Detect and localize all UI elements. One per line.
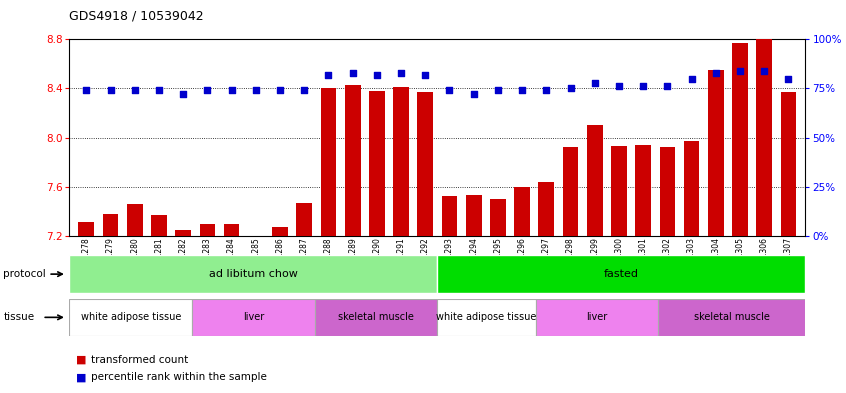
Point bbox=[733, 68, 747, 74]
Point bbox=[757, 68, 771, 74]
Point bbox=[201, 87, 214, 94]
Point bbox=[563, 85, 577, 92]
Bar bbox=[393, 87, 409, 236]
Text: skeletal muscle: skeletal muscle bbox=[338, 312, 414, 322]
Bar bbox=[345, 85, 360, 236]
Bar bbox=[684, 141, 700, 236]
Text: protocol: protocol bbox=[3, 269, 47, 279]
Text: percentile rank within the sample: percentile rank within the sample bbox=[91, 372, 267, 382]
Point bbox=[492, 87, 505, 94]
Point bbox=[249, 87, 262, 94]
Bar bbox=[732, 43, 748, 236]
Point bbox=[152, 87, 166, 94]
Point bbox=[515, 87, 529, 94]
Bar bbox=[563, 147, 579, 236]
Bar bbox=[437, 255, 805, 293]
Bar bbox=[658, 299, 805, 336]
Text: ad libitum chow: ad libitum chow bbox=[209, 269, 298, 279]
Bar bbox=[781, 92, 796, 236]
Point bbox=[128, 87, 141, 94]
Bar bbox=[437, 299, 536, 336]
Point bbox=[442, 87, 456, 94]
Point bbox=[225, 87, 239, 94]
Bar bbox=[102, 214, 118, 236]
Bar bbox=[756, 39, 772, 236]
Text: liver: liver bbox=[243, 312, 264, 322]
Point bbox=[636, 83, 650, 90]
Text: skeletal muscle: skeletal muscle bbox=[694, 312, 770, 322]
Text: fasted: fasted bbox=[604, 269, 639, 279]
Text: GDS4918 / 10539042: GDS4918 / 10539042 bbox=[69, 10, 204, 23]
Point bbox=[540, 87, 553, 94]
Point bbox=[782, 75, 795, 82]
Bar bbox=[442, 196, 458, 236]
Point bbox=[661, 83, 674, 90]
Text: transformed count: transformed count bbox=[91, 354, 189, 365]
Point bbox=[613, 83, 626, 90]
Bar bbox=[69, 255, 437, 293]
Bar bbox=[514, 187, 530, 236]
Bar bbox=[369, 91, 385, 236]
Bar bbox=[151, 215, 167, 236]
Point bbox=[321, 72, 335, 78]
Bar bbox=[248, 236, 264, 238]
Point bbox=[298, 87, 311, 94]
Bar bbox=[611, 146, 627, 236]
Text: liver: liver bbox=[586, 312, 607, 322]
Bar bbox=[417, 92, 433, 236]
Text: ■: ■ bbox=[76, 354, 86, 365]
Point bbox=[419, 72, 432, 78]
Bar bbox=[315, 299, 437, 336]
Bar bbox=[296, 203, 312, 236]
Bar bbox=[321, 88, 337, 236]
Point bbox=[467, 91, 481, 97]
Bar bbox=[660, 147, 675, 236]
Point bbox=[370, 72, 383, 78]
Bar bbox=[538, 182, 554, 236]
Bar bbox=[490, 199, 506, 236]
Bar bbox=[175, 230, 191, 236]
Point bbox=[177, 91, 190, 97]
Point bbox=[80, 87, 93, 94]
Bar bbox=[127, 204, 143, 236]
Bar bbox=[587, 125, 602, 236]
Bar bbox=[272, 227, 288, 236]
Bar bbox=[466, 195, 481, 236]
Bar bbox=[536, 299, 658, 336]
Point bbox=[273, 87, 287, 94]
Point bbox=[346, 70, 360, 76]
Bar bbox=[635, 145, 651, 236]
Point bbox=[104, 87, 118, 94]
Bar bbox=[69, 299, 192, 336]
Point bbox=[394, 70, 408, 76]
Bar bbox=[200, 224, 215, 236]
Text: white adipose tissue: white adipose tissue bbox=[80, 312, 181, 322]
Point bbox=[588, 79, 602, 86]
Point bbox=[684, 75, 698, 82]
Bar bbox=[708, 70, 723, 236]
Point bbox=[709, 70, 722, 76]
Bar bbox=[192, 299, 315, 336]
Bar bbox=[79, 222, 94, 236]
Bar bbox=[223, 224, 239, 236]
Text: white adipose tissue: white adipose tissue bbox=[437, 312, 536, 322]
Text: tissue: tissue bbox=[3, 312, 35, 322]
Text: ■: ■ bbox=[76, 372, 86, 382]
